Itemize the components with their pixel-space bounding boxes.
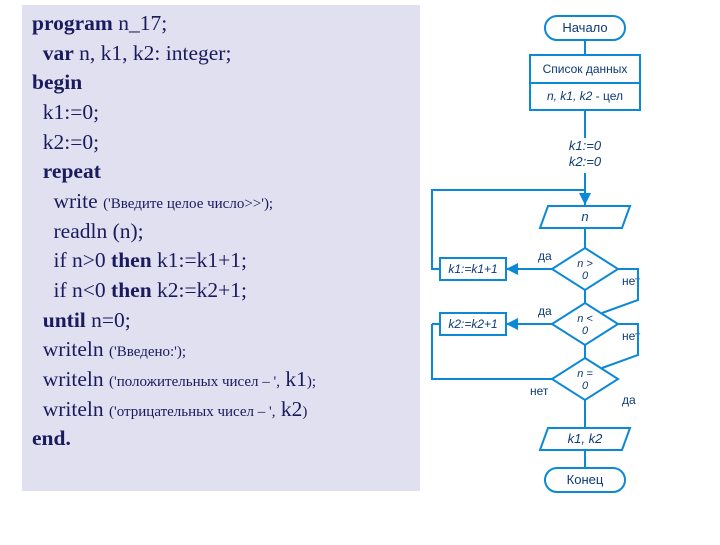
no-label-3: нет xyxy=(530,384,549,398)
code-line: writeln ('отрицательных чисел – ', k2) xyxy=(32,395,410,425)
code-line: readln (n); xyxy=(32,217,410,247)
yes-label-2: да xyxy=(538,304,552,318)
input-n-text: n xyxy=(581,209,588,224)
kw-var: var xyxy=(43,41,74,65)
assign2-text: k2:=k2+1 xyxy=(448,317,497,331)
cond2a-text: n < xyxy=(577,313,593,325)
code-line: until n=0; xyxy=(32,306,410,336)
code-line: if n<0 then k2:=k2+1; xyxy=(32,276,410,306)
data-header-text: Список данных xyxy=(543,62,628,76)
cond3a-text: n = xyxy=(577,368,593,380)
kw-repeat: repeat xyxy=(43,159,101,183)
assign1-text: k1:=k1+1 xyxy=(448,262,497,276)
code-line: var n, k1, k2: integer; xyxy=(32,39,410,69)
yes-label-1: да xyxy=(538,249,552,263)
code-line: writeln ('Введено:'); xyxy=(32,335,410,365)
code-line: write ('Введите целое число>>'); xyxy=(32,187,410,217)
start-label: Начало xyxy=(562,20,607,35)
end-label: Конец xyxy=(567,472,604,487)
init1-text: k1:=0 xyxy=(569,138,602,153)
code-line: k2:=0; xyxy=(32,128,410,158)
code-line: repeat xyxy=(32,157,410,187)
code-line: if n>0 then k1:=k1+1; xyxy=(32,246,410,276)
kw-until: until xyxy=(43,308,86,332)
code-line: k1:=0; xyxy=(32,98,410,128)
code-line: begin xyxy=(32,68,410,98)
kw-begin: begin xyxy=(32,70,82,94)
kw-end: end. xyxy=(32,426,71,450)
kw-program: program xyxy=(32,11,113,35)
cond1b-text: 0 xyxy=(582,270,589,282)
data-vars-text: n, k1, k2 - цел xyxy=(547,89,623,103)
cond3b-text: 0 xyxy=(582,380,589,392)
cond1a-text: n > xyxy=(577,258,593,270)
code-line: program n_17; xyxy=(32,9,410,39)
cond2b-text: 0 xyxy=(582,325,589,337)
code-line: writeln ('положительных чисел – ', k1); xyxy=(32,365,410,395)
flowchart: Начало Список данных n, k1, k2 - цел k1:… xyxy=(430,0,720,540)
code-panel: program n_17; var n, k1, k2: integer; be… xyxy=(22,5,420,491)
yes-label-3: да xyxy=(622,393,636,407)
init2-text: k2:=0 xyxy=(569,154,602,169)
output-text: k1, k2 xyxy=(568,431,603,446)
code-line: end. xyxy=(32,424,410,454)
